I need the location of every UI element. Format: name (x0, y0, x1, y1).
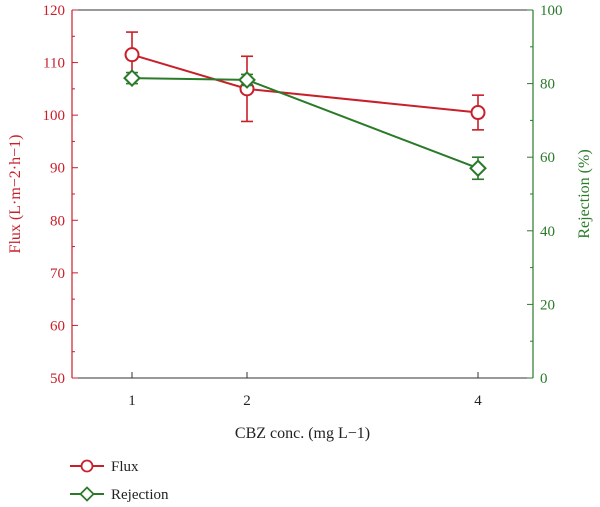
left-tick-label: 80 (50, 213, 65, 229)
right-tick-label: 60 (540, 150, 555, 166)
right-tick-label: 80 (540, 77, 555, 93)
x-axis-title: CBZ conc. (mg L−1) (235, 425, 370, 442)
left-tick-label: 50 (50, 371, 65, 387)
right-tick-label: 0 (540, 371, 548, 387)
left-axis-title: Flux (L·m−2·h−1) (7, 135, 24, 254)
legend-marker-circle (80, 459, 94, 473)
legend-marker-diamond (79, 486, 95, 502)
left-tick-label: 100 (43, 108, 66, 124)
rejection-point (238, 71, 256, 89)
flux-point (470, 105, 486, 121)
series-layer (123, 31, 487, 181)
left-tick-label: 70 (50, 266, 65, 282)
right-axis-title: Rejection (%) (576, 149, 593, 238)
right-tick-label: 40 (540, 224, 555, 240)
right-tick-label: 100 (540, 3, 563, 19)
x-tick-label: 4 (474, 393, 482, 409)
left-tick-label: 90 (50, 161, 65, 177)
axes-layer: 50 60 70 80 90 100 110 120 0 20 40 60 80 100 1 2 4 CBZ co… (7, 3, 593, 442)
x-tick-label: 1 (128, 393, 136, 409)
left-tick-label: 110 (43, 56, 65, 72)
flux-point (124, 47, 140, 63)
rejection-point (469, 159, 487, 178)
left-tick-label: 120 (43, 3, 66, 19)
series-line-flux (131, 53, 479, 114)
left-tick-label: 60 (50, 318, 65, 334)
series-line-rejection (131, 77, 479, 170)
legend: Flux Rejection (70, 459, 169, 503)
legend-label: Rejection (111, 487, 169, 503)
legend-label: Flux (111, 459, 139, 475)
right-tick-label: 20 (540, 297, 555, 313)
rejection-point (123, 69, 141, 87)
x-tick-label: 2 (243, 393, 251, 409)
